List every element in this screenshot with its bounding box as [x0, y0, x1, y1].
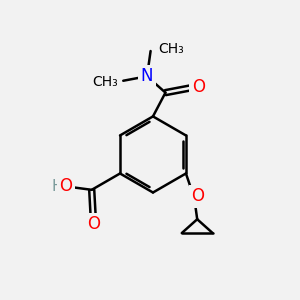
Text: O: O	[59, 177, 72, 195]
Text: CH₃: CH₃	[92, 75, 118, 89]
Text: H: H	[52, 179, 64, 194]
Text: O: O	[87, 215, 100, 233]
Text: N: N	[141, 67, 153, 85]
Text: CH₃: CH₃	[158, 42, 184, 56]
Text: O: O	[192, 78, 205, 96]
Text: O: O	[191, 188, 204, 206]
